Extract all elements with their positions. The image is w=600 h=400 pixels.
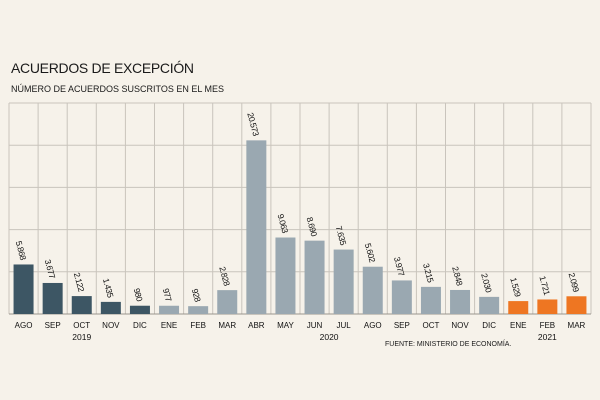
data-label: 928	[190, 288, 203, 304]
x-tick-label: MAR	[568, 321, 586, 330]
x-tick-label: MAR	[218, 321, 236, 330]
chart-subtitle: NÚMERO DE ACUERDOS SUSCRITOS EN EL MES	[11, 84, 225, 94]
bar-sep-1	[42, 282, 63, 314]
source-note: FUENTE: MINISTERIO DE ECONOMÍA.	[385, 341, 512, 348]
year-labels: 2019 2020 2021	[72, 332, 557, 342]
bar-nov-3	[100, 301, 121, 314]
x-tick-label: OCT	[73, 321, 90, 330]
data-label: 2.828	[217, 265, 232, 287]
x-tick-labels: AGO SEP OCT NOV DIC ENE FEB MAR ABR MAY JUN JUL AGO S…	[15, 321, 586, 330]
data-label: 2.848	[450, 265, 465, 287]
data-label: 3.215	[421, 262, 436, 284]
data-label: 2.099	[567, 272, 582, 294]
x-tick-label: NOV	[451, 321, 469, 330]
year-label-2020: 2020	[320, 332, 339, 342]
bar-oct-2	[71, 296, 92, 314]
x-tick-label: ENE	[161, 321, 177, 330]
bar-dic-4	[129, 305, 150, 314]
bar-ene-5	[159, 305, 180, 314]
x-tick-label: AGO	[15, 321, 33, 330]
x-tick-label: AGO	[364, 321, 382, 330]
x-tick-label: ENE	[510, 321, 526, 330]
x-tick-label: SEP	[394, 321, 410, 330]
bar-oct-14	[420, 286, 441, 314]
data-label: 2.122	[72, 271, 87, 293]
data-labels: 5.868 3.677 2.122 1.435 980 977 928 2.828 20.573…	[14, 111, 582, 303]
x-tick-label: ABR	[248, 321, 265, 330]
bar-dic-16	[479, 296, 500, 314]
data-label: 1.435	[101, 277, 116, 299]
data-label: 9.063	[276, 213, 291, 235]
data-label: 1.529	[508, 276, 523, 298]
data-label: 977	[161, 287, 174, 303]
grid-lines	[8, 102, 592, 315]
x-tick-label: JUN	[307, 321, 323, 330]
data-label: 1.721	[537, 275, 552, 297]
data-label: 2.030	[479, 272, 494, 294]
bar-jul-11	[333, 249, 354, 314]
bar-mar-7	[217, 290, 238, 314]
bar-may-9	[275, 237, 296, 314]
year-label-2021: 2021	[538, 332, 557, 342]
bars	[13, 140, 587, 314]
chart-title: ACUERDOS DE EXCEPCIÓN	[11, 60, 194, 76]
x-tick-label: JUL	[337, 321, 352, 330]
x-tick-label: NOV	[102, 321, 120, 330]
x-tick-label: SEP	[45, 321, 61, 330]
x-tick-label: FEB	[540, 321, 556, 330]
x-tick-label: FEB	[190, 321, 206, 330]
bar-feb-6	[188, 306, 209, 314]
bar-feb-18	[537, 299, 558, 314]
year-label-2019: 2019	[72, 332, 91, 342]
data-label: 5.868	[14, 240, 29, 262]
x-tick-label: DIC	[482, 321, 496, 330]
data-label: 7.635	[334, 225, 349, 247]
bar-ago-12	[362, 266, 383, 314]
x-tick-label: MAY	[277, 321, 294, 330]
x-tick-label: OCT	[423, 321, 440, 330]
data-label: 3.677	[43, 258, 58, 280]
data-label: 5.602	[363, 242, 378, 264]
bar-sep-13	[391, 280, 412, 314]
x-tick-label: DIC	[133, 321, 147, 330]
data-label: 3.977	[392, 256, 407, 278]
bar-ago-0	[13, 264, 34, 314]
data-label: 980	[132, 287, 145, 303]
data-label: 20.573	[245, 111, 261, 137]
bar-mar-19	[566, 296, 587, 314]
bar-nov-15	[450, 289, 471, 314]
bar-ene-17	[508, 301, 529, 314]
bar-abr-8	[246, 140, 267, 314]
data-label: 8.690	[305, 216, 320, 238]
bar-jun-10	[304, 240, 325, 314]
